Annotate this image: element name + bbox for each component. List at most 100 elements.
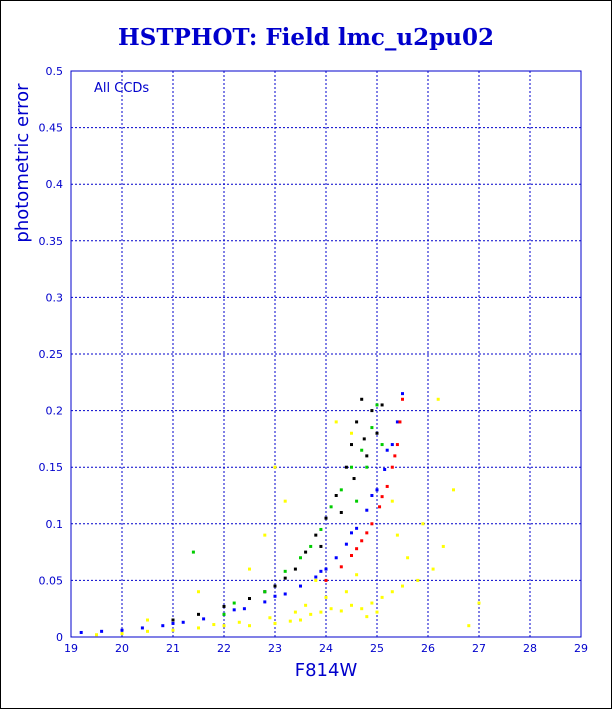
- data-point: [319, 544, 323, 548]
- data-point: [293, 610, 297, 614]
- data-point: [416, 578, 420, 582]
- data-point: [380, 403, 384, 407]
- data-point: [375, 431, 379, 435]
- y-tick-label: 0.05: [39, 574, 64, 587]
- data-point: [299, 584, 302, 588]
- x-tick-label: 24: [319, 642, 333, 655]
- data-point: [436, 397, 440, 401]
- data-point: [477, 601, 481, 605]
- data-point: [171, 621, 175, 625]
- x-tick-label: 27: [472, 642, 486, 655]
- data-point: [395, 420, 399, 424]
- x-tick-label: 21: [166, 642, 180, 655]
- data-point: [334, 556, 338, 560]
- data-point: [248, 624, 251, 628]
- data-point: [268, 616, 272, 620]
- data-point: [120, 632, 124, 636]
- data-point: [197, 626, 200, 630]
- data-point: [467, 624, 471, 628]
- data-point: [283, 569, 287, 573]
- data-point: [355, 526, 359, 530]
- data-point: [319, 527, 323, 531]
- data-point: [324, 567, 328, 571]
- data-point: [344, 542, 348, 546]
- data-point: [393, 454, 397, 458]
- data-point: [161, 624, 165, 628]
- axis-ticks: 19 20 21 22 23 24 25 26 27 28 29 0 0.05 0.1 0.15 0.2 0.2…: [39, 65, 589, 655]
- data-point: [390, 499, 394, 503]
- data-point: [385, 484, 389, 488]
- x-tick-label: 23: [268, 642, 282, 655]
- data-point: [273, 584, 277, 588]
- data-point: [202, 617, 206, 621]
- data-point: [171, 628, 175, 632]
- y-tick-label: 0.3: [46, 291, 64, 304]
- data-point: [288, 619, 292, 623]
- data-point: [365, 531, 369, 535]
- data-point: [339, 488, 343, 492]
- x-axis-title: F814W: [295, 660, 358, 681]
- data-point: [365, 508, 369, 512]
- x-tick-label: 26: [421, 642, 435, 655]
- data-point: [350, 553, 353, 557]
- data-point: [273, 621, 277, 625]
- y-tick-label: 0.35: [39, 235, 64, 248]
- data-point: [95, 633, 98, 637]
- data-point: [304, 603, 308, 607]
- data-point: [362, 437, 366, 441]
- y-tick-label: 0.45: [39, 122, 64, 135]
- y-tick-label: 0.1: [46, 518, 64, 531]
- data-point: [385, 448, 389, 452]
- grid-lines: [71, 71, 581, 637]
- data-point: [390, 465, 394, 469]
- data-point: [283, 592, 287, 596]
- y-tick-label: 0.15: [39, 461, 64, 474]
- data-point: [355, 547, 359, 551]
- data-point: [378, 505, 382, 509]
- data-point: [355, 499, 359, 503]
- data-point: [329, 505, 333, 509]
- data-point: [421, 522, 425, 526]
- x-tick-label: 20: [115, 642, 129, 655]
- data-point: [146, 618, 149, 622]
- data-point: [370, 426, 374, 430]
- data-point: [350, 531, 353, 535]
- x-tick-label: 19: [64, 642, 78, 655]
- x-tick-label: 22: [217, 642, 231, 655]
- data-point: [324, 595, 328, 599]
- data-point: [398, 420, 402, 424]
- data-point: [309, 544, 313, 548]
- data-point: [350, 431, 353, 435]
- data-point: [324, 578, 328, 582]
- x-tick-label: 25: [370, 642, 384, 655]
- data-point: [350, 465, 353, 469]
- y-tick-label: 0: [56, 631, 63, 644]
- data-point: [406, 556, 410, 560]
- data-point: [360, 448, 364, 452]
- data-point: [395, 533, 399, 537]
- data-point: [222, 624, 226, 628]
- data-point: [314, 575, 318, 579]
- data-point: [263, 600, 267, 604]
- y-axis-title: photometric error: [12, 83, 33, 243]
- x-tick-label: 29: [574, 642, 588, 655]
- data-point: [319, 569, 323, 573]
- data-point: [395, 443, 399, 447]
- x-tick-label: 28: [523, 642, 537, 655]
- data-point: [197, 590, 200, 594]
- data-point: [380, 443, 384, 447]
- data-point: [375, 610, 379, 614]
- data-point: [401, 584, 404, 588]
- data-point: [360, 539, 364, 543]
- data-point: [365, 615, 369, 619]
- data-point: [344, 590, 348, 594]
- data-point: [344, 465, 348, 469]
- data-point: [314, 533, 318, 537]
- data-point: [375, 488, 379, 492]
- data-point: [375, 403, 379, 407]
- data-point: [339, 609, 343, 613]
- data-point: [309, 612, 313, 616]
- data-point: [237, 620, 241, 624]
- data-point: [299, 556, 302, 560]
